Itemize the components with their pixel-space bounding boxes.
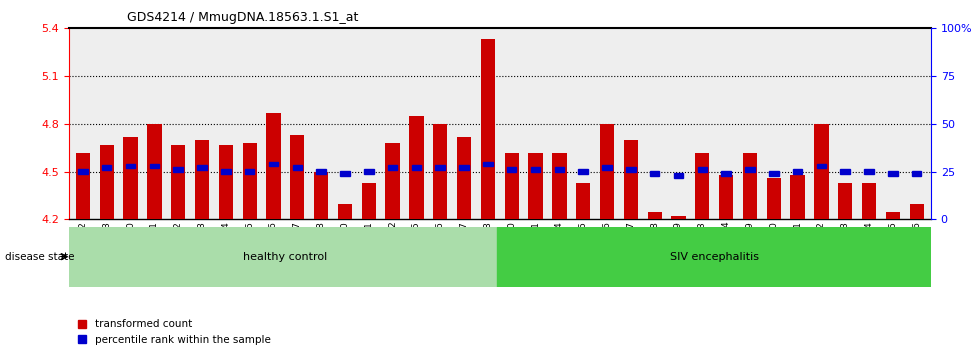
Bar xyxy=(290,135,305,219)
Bar xyxy=(721,171,731,176)
Bar xyxy=(221,169,230,174)
Bar xyxy=(364,169,373,174)
Bar xyxy=(269,162,278,166)
Bar xyxy=(338,204,352,219)
Bar xyxy=(242,143,257,219)
Bar xyxy=(483,162,493,166)
Bar xyxy=(507,167,516,172)
Bar xyxy=(388,165,397,170)
Bar xyxy=(862,183,876,219)
Bar xyxy=(838,183,853,219)
Bar xyxy=(671,216,686,219)
Bar xyxy=(505,153,518,219)
Bar xyxy=(648,212,662,219)
Bar xyxy=(576,183,590,219)
Bar xyxy=(791,175,805,219)
Bar xyxy=(433,124,448,219)
Bar xyxy=(75,153,90,219)
Bar xyxy=(793,169,803,174)
Bar xyxy=(340,171,350,176)
Bar xyxy=(673,173,683,178)
Bar xyxy=(293,165,302,170)
Bar xyxy=(698,167,707,172)
Bar xyxy=(912,171,921,176)
Text: SIV encephalitis: SIV encephalitis xyxy=(669,252,759,262)
Bar xyxy=(578,169,588,174)
Bar xyxy=(816,164,826,169)
Bar xyxy=(100,145,114,219)
Bar xyxy=(481,40,495,219)
Bar xyxy=(695,153,710,219)
Bar xyxy=(69,227,498,287)
Bar xyxy=(435,165,445,170)
Legend: transformed count, percentile rank within the sample: transformed count, percentile rank withi… xyxy=(74,315,274,349)
Bar xyxy=(172,145,185,219)
Bar xyxy=(147,124,162,219)
Text: healthy control: healthy control xyxy=(243,252,327,262)
Bar xyxy=(769,171,778,176)
Bar xyxy=(314,172,328,219)
Text: disease state: disease state xyxy=(5,252,74,262)
Bar xyxy=(102,165,112,170)
Bar xyxy=(123,137,137,219)
Bar xyxy=(864,169,874,174)
Bar xyxy=(600,124,614,219)
Bar xyxy=(197,165,207,170)
Bar xyxy=(219,145,233,219)
Bar xyxy=(267,113,280,219)
Bar xyxy=(412,165,421,170)
Bar xyxy=(814,124,828,219)
Bar xyxy=(457,137,471,219)
Bar xyxy=(743,153,758,219)
Bar xyxy=(78,169,87,174)
Bar xyxy=(385,143,400,219)
Bar xyxy=(888,171,898,176)
Bar xyxy=(745,167,755,172)
Bar xyxy=(317,169,326,174)
Bar xyxy=(195,140,209,219)
Bar xyxy=(841,169,850,174)
Bar xyxy=(886,212,900,219)
Text: GDS4214 / MmugDNA.18563.1.S1_at: GDS4214 / MmugDNA.18563.1.S1_at xyxy=(127,11,359,24)
Bar xyxy=(173,167,183,172)
Bar xyxy=(150,164,159,169)
Bar xyxy=(623,140,638,219)
Bar xyxy=(626,167,636,172)
Bar xyxy=(603,165,612,170)
Bar xyxy=(245,169,255,174)
Bar xyxy=(555,167,564,172)
Bar xyxy=(552,153,566,219)
Bar xyxy=(766,178,781,219)
Bar xyxy=(531,167,540,172)
Bar xyxy=(410,116,423,219)
Bar xyxy=(362,183,376,219)
Bar xyxy=(650,171,660,176)
Bar xyxy=(909,204,924,219)
Bar xyxy=(528,153,543,219)
Bar xyxy=(498,227,950,287)
Bar xyxy=(125,164,135,169)
Bar xyxy=(719,175,733,219)
Bar xyxy=(460,165,468,170)
